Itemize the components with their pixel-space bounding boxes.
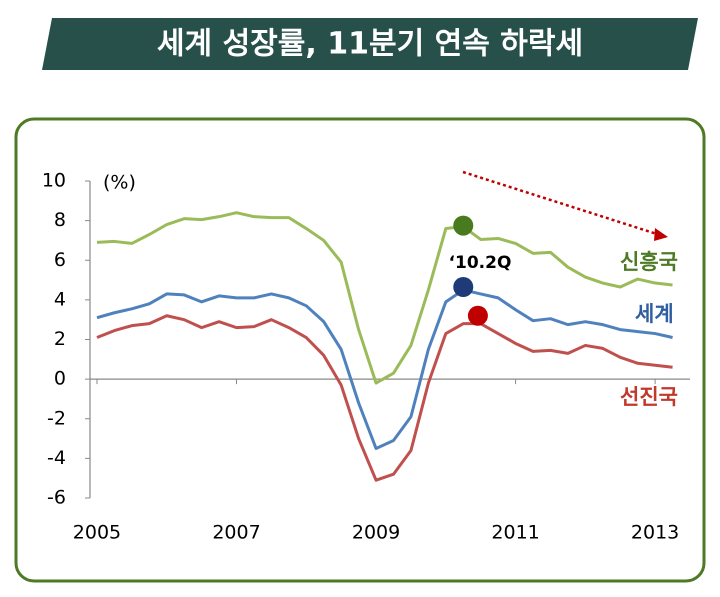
y-tick-label: 2 [54, 328, 66, 350]
trend-arrow-head [654, 228, 668, 241]
y-tick-label: 4 [54, 288, 66, 310]
y-tick-label: 6 [54, 249, 66, 271]
y-tick-label: 0 [54, 368, 66, 390]
x-tick-label: 2011 [491, 522, 539, 544]
x-tick-label: 2005 [73, 522, 121, 544]
trend-arrow [462, 170, 661, 237]
chart-title: 세계 성장률, 11분기 연속 하락세 [157, 27, 583, 62]
series-line [96, 288, 673, 450]
y-tick-label: -6 [47, 487, 66, 509]
y-tick-label: 8 [54, 209, 66, 231]
y-axis-label: (%) [103, 172, 136, 194]
series-line [96, 314, 673, 482]
y-tick-label: 10 [42, 170, 66, 192]
x-tick-label: 2009 [352, 522, 400, 544]
x-tick-label: 2013 [631, 522, 679, 544]
highlight-dot [467, 305, 488, 326]
series-line [96, 211, 673, 385]
highlight-dot [453, 215, 474, 236]
annotation: ‘10.2Q [449, 253, 512, 273]
y-tick-label: -2 [47, 407, 66, 429]
series-label: 신흥국 [620, 250, 678, 274]
chart-frame [14, 117, 706, 583]
y-tick-label: -4 [47, 447, 66, 469]
series-label: 선진국 [620, 385, 678, 409]
x-tick-label: 2007 [212, 522, 260, 544]
series-label: 세계 [635, 302, 674, 326]
highlight-dot [453, 276, 474, 297]
title-banner [42, 18, 698, 70]
